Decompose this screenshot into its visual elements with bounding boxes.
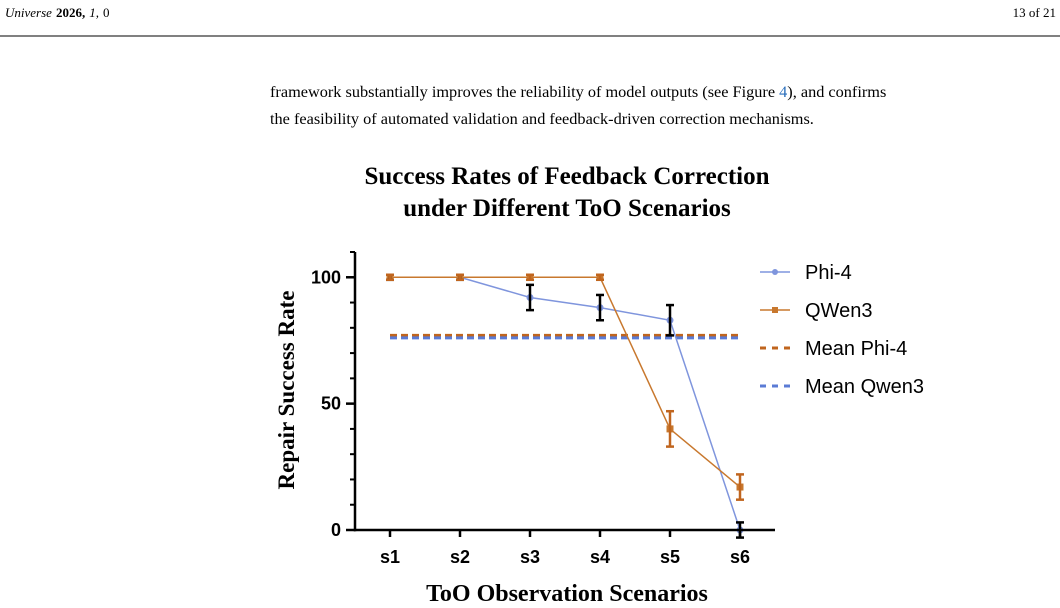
x-tick-label: s5: [660, 547, 680, 567]
chart-title: under Different ToO Scenarios: [403, 195, 731, 222]
legend-label: Mean Qwen3: [805, 376, 924, 398]
legend-label: Mean Phi-4: [805, 338, 907, 360]
series-line: [390, 276, 741, 531]
x-tick-label: s2: [450, 547, 470, 567]
y-axis-label: Repair Success Rate: [274, 291, 299, 490]
text: framework substantially improves the rel…: [270, 82, 779, 101]
error-bar: [526, 283, 534, 312]
error-bar: [596, 273, 604, 282]
text: the feasibility of automated validation …: [270, 109, 814, 128]
y-tick-label: 0: [331, 520, 341, 540]
series-line: [390, 276, 741, 488]
y-tick-label: 50: [321, 394, 341, 414]
error-bar: [526, 273, 534, 282]
x-tick-label: s4: [590, 547, 610, 567]
journal: Universe: [5, 5, 52, 20]
chart-title: Success Rates of Feedback Correction: [364, 163, 769, 190]
article: 0: [103, 5, 110, 20]
x-tick-label: s1: [380, 547, 400, 567]
legend-label: Phi-4: [805, 262, 852, 284]
x-axis-label: ToO Observation Scenarios: [426, 581, 708, 607]
legend-marker: [772, 307, 778, 313]
figure-link[interactable]: 4: [779, 82, 787, 101]
error-bar: [596, 293, 604, 322]
error-bar: [666, 303, 674, 337]
error-bar: [736, 473, 744, 501]
error-bar: [666, 409, 674, 448]
error-bar: [386, 273, 394, 282]
header-citation: Universe 2026, 1, 0: [5, 5, 109, 20]
legend-label: QWen3: [805, 300, 872, 322]
x-tick-label: s3: [520, 547, 540, 567]
y-tick-label: 100: [311, 267, 341, 287]
paragraph-line: the feasibility of automated validation …: [270, 109, 814, 128]
volume: 1,: [89, 5, 99, 20]
year: 2026,: [56, 5, 85, 20]
text: ), and confirms: [787, 82, 886, 101]
paragraph-line: framework substantially improves the rel…: [270, 82, 886, 101]
error-bar: [456, 273, 464, 282]
page-number: 13 of 21: [1013, 5, 1056, 20]
x-tick-label: s6: [730, 547, 750, 567]
legend-marker: [772, 269, 778, 275]
